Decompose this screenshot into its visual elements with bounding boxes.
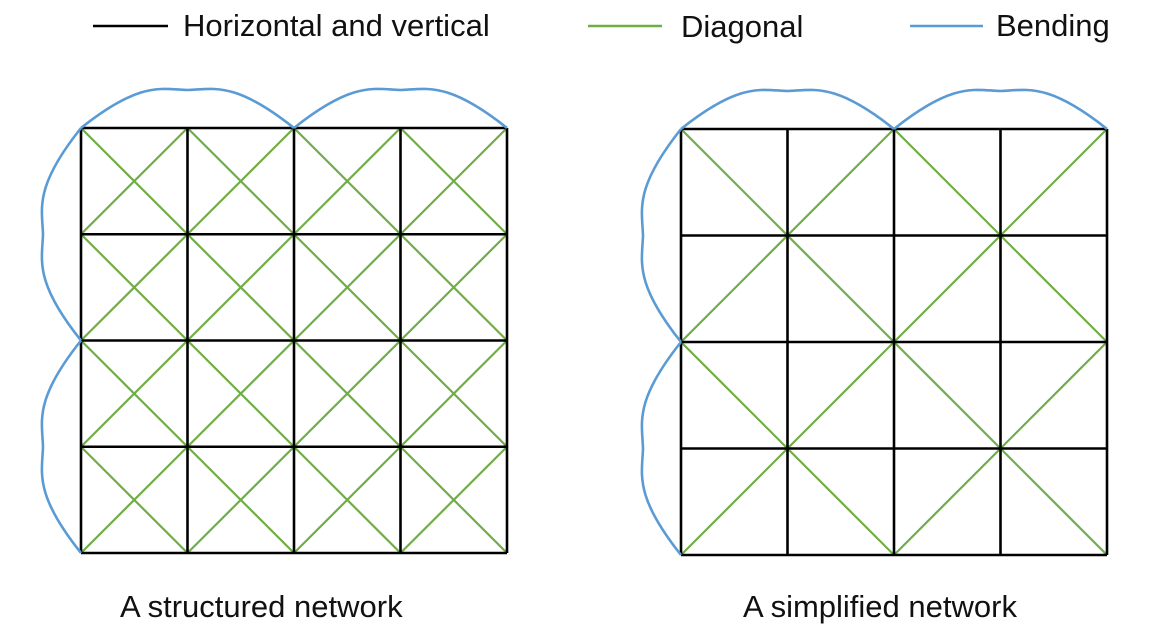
legend-item-horizontal-vertical: Horizontal and vertical: [93, 8, 490, 43]
structured-diagonal-member: [80, 127, 189, 236]
structured-horizontal-vertical-members: [79, 126, 509, 555]
structured-bending-member: [80, 87, 295, 130]
legend: Horizontal and vertical Diagonal Bending: [93, 8, 1110, 44]
structured-diagonal-member: [399, 339, 508, 448]
structured-diagonal-member: [399, 445, 508, 554]
simplified-bending-member: [680, 88, 895, 131]
structured-diagonal-member: [186, 445, 295, 554]
legend-label-diagonal: Diagonal: [681, 9, 803, 44]
legend-item-diagonal: Diagonal: [588, 9, 803, 44]
structured-bending-member: [293, 87, 508, 130]
structured-bending-members: [40, 87, 508, 554]
structured-diagonal-member: [186, 127, 295, 236]
structured-diagonal-member: [399, 233, 508, 342]
simplified-network: [640, 88, 1109, 557]
structured-diagonal-member: [293, 233, 402, 342]
simplified-bending-member: [640, 128, 683, 343]
structured-diagonal-member: [186, 339, 295, 448]
structured-network: [40, 87, 509, 555]
structured-bending-member: [40, 127, 83, 342]
structured-diagonal-member: [186, 233, 295, 342]
structured-network-caption: A structured network: [120, 589, 403, 624]
structured-diagonal-member: [80, 233, 189, 342]
structured-diagonal-member: [80, 445, 189, 554]
structured-bending-member: [40, 339, 83, 554]
structured-diagonal-member: [293, 127, 402, 236]
structured-diagonal-members: [80, 127, 508, 554]
simplified-bending-member: [893, 88, 1108, 131]
structured-diagonal-member: [399, 127, 508, 236]
simplified-network-caption: A simplified network: [743, 589, 1017, 624]
structured-diagonal-member: [80, 339, 189, 448]
legend-label-bending: Bending: [996, 8, 1110, 43]
simplified-bending-member: [640, 341, 683, 556]
simplified-bending-members: [640, 88, 1108, 556]
legend-label-horizontal-vertical: Horizontal and vertical: [183, 8, 490, 43]
structured-diagonal-member: [293, 339, 402, 448]
legend-item-bending: Bending: [910, 8, 1110, 43]
structured-diagonal-member: [293, 445, 402, 554]
